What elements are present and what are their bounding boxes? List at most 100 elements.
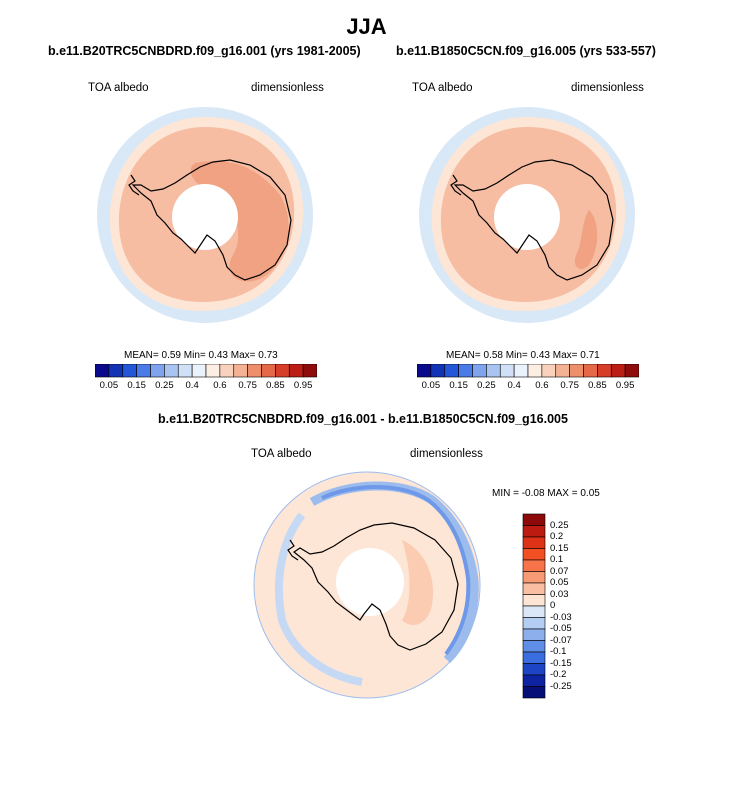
panel1-mean-value: 0.59 xyxy=(161,350,181,361)
panel2-antarctica-coastline xyxy=(453,159,614,281)
panel1-colorbar-labels: 0.05 0.15 0.25 0.4 0.6 0.75 0.85 0.95 xyxy=(95,380,317,394)
panel2-colorbar-swatch xyxy=(541,364,557,378)
panel1-colorbar-swatch xyxy=(219,364,235,378)
panel2-colorbar-tick-label: 0.15 xyxy=(449,380,468,391)
panel1-mean-label: MEAN= xyxy=(124,350,159,361)
panel1-colorbar-tick-label: 0.75 xyxy=(238,380,257,391)
panel2-colorbar-tick-label: 0.85 xyxy=(588,380,607,391)
panel2-colorbar-tick-label: 0.4 xyxy=(507,380,521,391)
panel2-polar-map xyxy=(419,107,635,323)
diff-colorbar-tick-label: 0.1 xyxy=(550,554,564,565)
panel1-case-title: b.e11.B20TRC5CNBDRD.f09_g16.001 (yrs 198… xyxy=(48,44,361,58)
panel2-colorbar-tick-label: 0.05 xyxy=(421,380,441,391)
panel1-pole-hole xyxy=(172,184,238,250)
panel2-colorbar-swatch xyxy=(569,364,584,378)
panel2-variable-label: TOA albedo xyxy=(412,82,473,94)
diff-colorbar-tick-label: 0.25 xyxy=(550,519,569,531)
diff-colorbar-swatch xyxy=(522,640,546,653)
diff-antarctica-coastline xyxy=(292,522,459,651)
panel1-units-label: dimensionless xyxy=(251,82,324,94)
panel2-colorbar-tick-label: 0.6 xyxy=(535,380,549,391)
panel2-colorbar-swatch xyxy=(624,364,639,378)
panel2-colorbar-tick-label: 0.95 xyxy=(615,380,635,391)
panel2-min-label: Min= xyxy=(505,350,528,361)
diff-colorbar-tick-label: 0.05 xyxy=(550,577,569,588)
panel1-colorbar-swatch xyxy=(275,364,290,378)
panel2-colorbar-swatch xyxy=(472,364,487,378)
panel2-high-albedo-region xyxy=(574,210,598,270)
diff-pole-hole xyxy=(336,548,404,616)
diff-colorbar-swatch xyxy=(522,548,546,561)
diff-minmax: MIN = -0.08 MAX = 0.05 xyxy=(492,488,600,499)
panel1-colorbar-swatch xyxy=(205,364,221,378)
panel1-colorbar-swatch xyxy=(136,364,151,378)
panel1-colorbar-tick-label: 0.85 xyxy=(266,380,285,391)
panel1-stats: MEAN= 0.59 Min= 0.43 Max= 0.73 xyxy=(124,350,278,361)
diff-colorbar-tick-label: -0.25 xyxy=(550,680,572,692)
panel2-peninsula-coastline xyxy=(450,174,462,196)
panel1-colorbar-swatch xyxy=(164,364,179,378)
panel2-units-label: dimensionless xyxy=(571,82,644,94)
diff-colorbar-tick-label: 0 xyxy=(550,600,556,611)
panel2-min-value: 0.43 xyxy=(530,350,550,361)
panel1-colorbar-swatch xyxy=(261,364,276,378)
diff-colorbar-tick-label: -0.07 xyxy=(550,634,572,646)
diff-title: b.e11.B20TRC5CNBDRD.f09_g16.001 - b.e11.… xyxy=(158,412,568,426)
diff-colorbar-tick-label: -0.1 xyxy=(550,646,567,657)
diff-colorbar-labels: 0.25 0.2 0.15 0.1 0.07 0.05 0.03 0 -0.03 -0.05 -0.… xyxy=(550,513,590,699)
panel1-colorbar-swatch xyxy=(95,364,110,378)
panel1-min-label: Min= xyxy=(183,350,206,361)
diff-colorbar-swatch xyxy=(522,605,546,618)
panel2-colorbar-swatch xyxy=(513,364,529,378)
diff-negative-band-core xyxy=(321,485,471,656)
panel2-colorbar-swatch xyxy=(458,364,473,378)
panel2-stats: MEAN= 0.58 Min= 0.43 Max= 0.71 xyxy=(446,350,600,361)
panel2-colorbar-labels: 0.05 0.15 0.25 0.4 0.6 0.75 0.85 0.95 xyxy=(417,380,639,394)
diff-colorbar-swatch xyxy=(522,594,546,607)
diff-colorbar-tick-label: 0.03 xyxy=(550,588,569,600)
panel1-colorbar-tick-label: 0.4 xyxy=(185,380,199,391)
diff-variable-label: TOA albedo xyxy=(251,448,312,460)
panel2-colorbar xyxy=(417,364,639,378)
diff-colorbar-swatch xyxy=(522,686,546,699)
diff-colorbar-swatch xyxy=(522,617,546,630)
panel2-colorbar-swatch xyxy=(417,364,432,378)
panel2-mean-label: MEAN= xyxy=(446,350,481,361)
panel1-colorbar-tick-label: 0.95 xyxy=(293,380,313,391)
diff-colorbar-swatch xyxy=(522,559,546,572)
diff-colorbar-swatch xyxy=(522,571,546,584)
diff-colorbar-swatch xyxy=(522,513,546,526)
panel1-antarctica-coastline xyxy=(131,159,292,281)
panel2-max-label: Max= xyxy=(552,350,578,361)
diff-negative-band-west xyxy=(274,512,363,686)
diff-colorbar-tick-label: -0.2 xyxy=(550,669,567,680)
panel1-polar-map xyxy=(97,107,313,323)
panel2-colorbar-swatch xyxy=(610,364,626,378)
panel1-colorbar-swatch xyxy=(150,364,165,378)
diff-colorbar-tick-label: 0.15 xyxy=(550,542,569,554)
panel1-colorbar-swatch xyxy=(177,364,193,378)
panel1-colorbar-swatch xyxy=(247,364,262,378)
panel1-colorbar-tick-label: 0.05 xyxy=(99,380,119,391)
panel2-colorbar-tick-label: 0.75 xyxy=(560,380,579,391)
diff-units-label: dimensionless xyxy=(410,448,483,460)
diff-colorbar-swatch xyxy=(522,674,546,687)
panel2-mean-value: 0.58 xyxy=(483,350,503,361)
panel1-colorbar-swatch xyxy=(288,364,304,378)
diff-colorbar-swatch xyxy=(522,536,546,549)
panel2-colorbar-swatch xyxy=(527,364,543,378)
diff-colorbar xyxy=(522,513,546,699)
panel1-colorbar-tick-label: 0.25 xyxy=(155,380,174,391)
panel1-colorbar-swatch xyxy=(191,364,207,378)
diff-colorbar-tick-label: -0.15 xyxy=(550,657,572,669)
panel1-colorbar-swatch xyxy=(233,364,248,378)
panel1-colorbar xyxy=(95,364,317,378)
panel1-colorbar-tick-label: 0.6 xyxy=(213,380,227,391)
panel1-max-label: Max= xyxy=(230,350,256,361)
diff-colorbar-swatch xyxy=(522,663,546,676)
diff-colorbar-tick-label: 0.2 xyxy=(550,531,564,542)
panel2-colorbar-swatch xyxy=(430,364,446,378)
panel2-case-title: b.e11.B1850C5CN.f09_g16.005 (yrs 533-557… xyxy=(396,44,656,58)
panel2-colorbar-swatch xyxy=(597,364,612,378)
diff-colorbar-swatch xyxy=(522,651,546,664)
